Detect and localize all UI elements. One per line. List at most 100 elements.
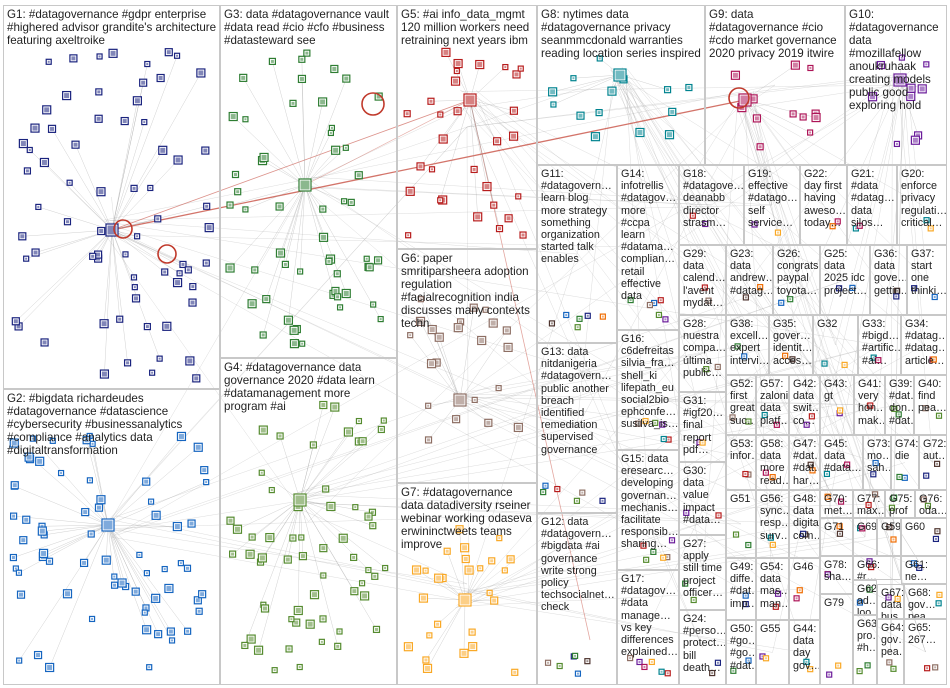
node-fill — [41, 550, 47, 556]
group-label: G39: #dat… don… #dat… — [889, 378, 913, 427]
node-fill — [20, 234, 25, 239]
edge — [467, 344, 792, 402]
node-fill — [261, 154, 267, 160]
edge — [742, 103, 923, 206]
node-fill — [925, 63, 928, 66]
group-label: G9: data #datagovernance #cio #cdo marke… — [709, 8, 840, 60]
edge — [459, 89, 846, 281]
node-fill — [20, 141, 26, 147]
node-fill — [460, 595, 470, 605]
node-fill — [505, 344, 511, 350]
node-fill — [597, 111, 601, 115]
group-box-g21: G21: #data #datag… data silos… — [847, 165, 897, 245]
node-fill — [428, 634, 431, 637]
node-fill — [379, 427, 383, 431]
group-box-g54: G54: data mas… man… — [756, 558, 789, 620]
group-label: G32 — [817, 318, 838, 330]
node-fill — [156, 632, 161, 637]
node-fill — [233, 172, 237, 176]
node-fill — [671, 539, 674, 542]
group-box-g8: G8: nytimes data #datagovernance privacy… — [537, 5, 705, 165]
edge — [69, 182, 113, 231]
node-fill — [759, 286, 762, 289]
edge — [263, 157, 306, 186]
node-fill — [765, 657, 768, 660]
group-box-g18: G18: #datagove… deanabb director strasm… — [679, 165, 744, 245]
node-fill — [300, 554, 305, 559]
edge — [107, 524, 173, 641]
edge — [307, 187, 712, 206]
node-fill — [771, 476, 774, 479]
edge — [229, 184, 306, 206]
edge — [425, 599, 466, 661]
group-box-g59: G59 — [877, 518, 901, 556]
node-fill — [285, 557, 290, 562]
node-fill — [405, 644, 411, 650]
group-label: G51 — [730, 493, 751, 505]
node-fill — [149, 186, 152, 189]
edge — [465, 462, 906, 594]
node-fill — [374, 627, 378, 631]
group-label: G37: start one thinki… — [911, 248, 947, 297]
node-fill — [874, 493, 877, 496]
node-fill — [107, 225, 117, 235]
edge — [469, 99, 488, 187]
edge — [308, 96, 751, 522]
edge — [741, 84, 897, 109]
edge — [229, 184, 306, 269]
node-fill — [898, 475, 901, 478]
node-fill — [764, 471, 767, 474]
node-fill — [892, 667, 895, 670]
node-fill — [440, 136, 446, 142]
node-fill — [98, 497, 104, 503]
node-fill — [895, 142, 898, 145]
node-fill — [506, 216, 511, 221]
node-fill — [878, 63, 883, 68]
node-fill — [868, 560, 871, 563]
node-fill — [98, 55, 101, 58]
group-box-g40: G40: find pea… — [914, 375, 947, 435]
edge — [299, 499, 375, 577]
edge — [907, 82, 928, 281]
node-fill — [809, 66, 812, 69]
node-fill — [425, 665, 431, 671]
node-fill — [174, 524, 180, 530]
edge — [308, 75, 617, 182]
node-fill — [343, 290, 349, 296]
edge — [749, 109, 926, 653]
node-fill — [872, 356, 875, 359]
edge — [299, 444, 314, 501]
edge — [117, 279, 846, 536]
node-fill — [39, 528, 45, 534]
group-box-g70: G70: met… — [820, 490, 853, 518]
group-label: G55 — [760, 623, 781, 635]
node-fill — [250, 535, 254, 539]
group-label: G28: nuestra compa… última public… — [683, 318, 726, 379]
node-fill — [145, 572, 148, 575]
node-fill — [896, 597, 899, 600]
node-fill — [823, 362, 826, 365]
node-fill — [260, 427, 266, 433]
node-fill — [28, 148, 31, 151]
node-fill — [327, 259, 331, 263]
group-label: G30: data value impact #data… — [683, 465, 721, 526]
group-box-g2: G2: #bigdata richardeudes #datagovernanc… — [3, 389, 220, 685]
node-fill — [429, 327, 435, 333]
node-fill — [747, 420, 750, 423]
node-fill — [195, 444, 201, 450]
node-fill — [60, 472, 63, 475]
node-fill — [918, 566, 921, 569]
node-fill — [652, 550, 655, 553]
edge — [304, 78, 347, 186]
node-fill — [270, 59, 274, 63]
node-fill — [88, 434, 91, 437]
node-fill — [354, 506, 357, 509]
group-label: G29: data calend… l'avent mydat… — [683, 248, 726, 309]
node-fill — [809, 131, 812, 134]
node-fill — [503, 569, 506, 572]
node-fill — [33, 250, 38, 255]
node-fill — [838, 525, 841, 528]
node-fill — [420, 595, 426, 601]
node-fill — [870, 566, 873, 569]
edge — [296, 507, 468, 585]
